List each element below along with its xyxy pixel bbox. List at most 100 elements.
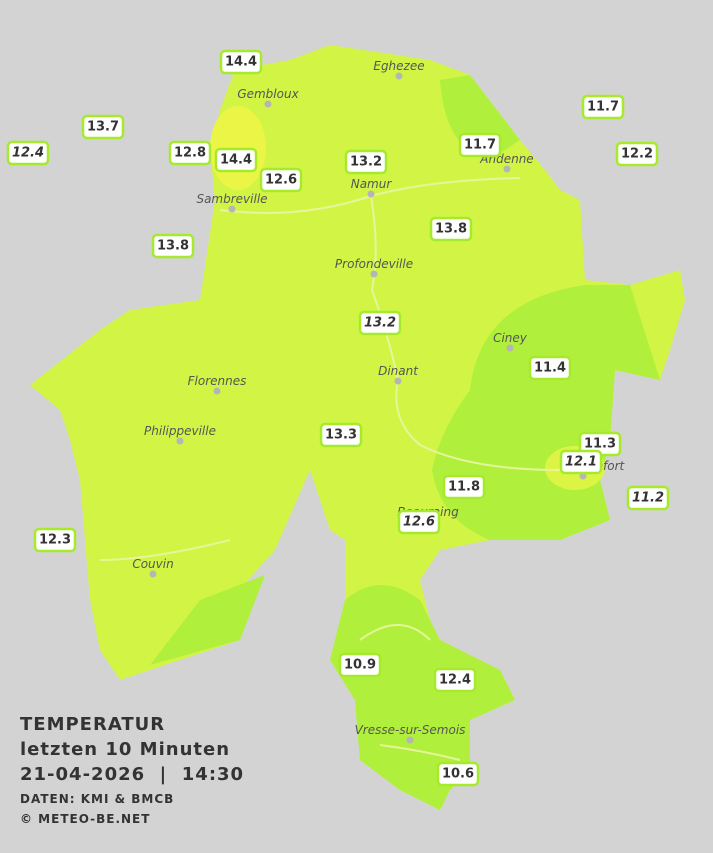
town-label: Couvin — [132, 557, 173, 571]
station-box — [168, 140, 212, 166]
station-value: 11.2 — [632, 491, 664, 506]
town-dot — [213, 387, 221, 395]
station-box — [214, 147, 258, 173]
station: 11.7 — [458, 132, 502, 158]
station-box — [6, 140, 50, 166]
station-box — [358, 310, 402, 336]
town-label: Florennes — [188, 374, 247, 388]
station-value: 10.9 — [344, 658, 376, 673]
station-box — [559, 449, 603, 475]
town-dot — [503, 165, 511, 173]
station-value: 14.4 — [225, 55, 257, 70]
station-value: 10.6 — [442, 767, 474, 782]
title: TEMPERATUR — [20, 714, 165, 735]
station-value: 11.4 — [534, 361, 566, 376]
station-box — [528, 355, 572, 381]
station: 13.2 — [358, 310, 402, 336]
station: 11.2 — [626, 485, 670, 511]
station-value: 11.8 — [448, 480, 480, 495]
station-value: 11.7 — [464, 138, 496, 153]
town-dot — [394, 377, 402, 385]
source: DATEN: KMI & BMCB — [20, 792, 174, 806]
station-value: 12.2 — [621, 147, 653, 162]
town-label: Dinant — [378, 364, 419, 378]
station-box — [151, 233, 195, 259]
station-value: 13.2 — [350, 155, 382, 170]
station-value: 13.2 — [364, 316, 396, 331]
station-value: 14.4 — [220, 153, 252, 168]
copyright: © METEO-BE.NET — [20, 812, 150, 826]
station: 12.2 — [615, 141, 659, 167]
town-dot — [264, 100, 272, 108]
town-label: Gembloux — [237, 87, 299, 101]
station-value: 12.3 — [39, 533, 71, 548]
station-box — [442, 474, 486, 500]
station-value: 11.3 — [584, 437, 616, 452]
cold-zone — [150, 575, 265, 665]
station: 13.8 — [151, 233, 195, 259]
station: 11.4 — [528, 355, 572, 381]
station-box — [397, 509, 441, 535]
town-dot — [367, 190, 375, 198]
station: 12.3 — [33, 527, 77, 553]
station-value: 13.3 — [325, 428, 357, 443]
station-value: 13.8 — [157, 239, 189, 254]
station: 14.4 — [214, 147, 258, 173]
station-value: 12.1 — [565, 455, 597, 470]
station-value: 13.7 — [87, 120, 119, 135]
cold-zone — [330, 585, 515, 810]
station-box — [33, 527, 77, 553]
subtitle: letzten 10 Minuten — [20, 739, 230, 760]
station-box — [219, 49, 263, 75]
cold-zone — [432, 285, 660, 540]
station-box — [581, 94, 625, 120]
town-dot — [176, 437, 184, 445]
town-label: Sambreville — [196, 192, 267, 206]
station: 12.1 — [559, 449, 603, 475]
station: 12.6 — [397, 509, 441, 535]
station-value: 12.8 — [174, 146, 206, 161]
town-label: Eghezee — [373, 59, 424, 73]
datetime: 21-04-2026 | 14:30 — [20, 764, 244, 785]
station-box — [319, 422, 363, 448]
town-label: Ciney — [493, 331, 528, 345]
station-box — [626, 485, 670, 511]
station-value: 12.6 — [265, 173, 297, 188]
station: 14.4 — [219, 49, 263, 75]
town-dot — [395, 72, 403, 80]
station-box — [338, 652, 382, 678]
station: 11.7 — [581, 94, 625, 120]
station: 13.2 — [344, 149, 388, 175]
station-value: 12.6 — [403, 515, 435, 530]
station-value: 13.8 — [435, 222, 467, 237]
station: 12.4 — [6, 140, 50, 166]
town-dot — [149, 570, 157, 578]
station-value: 12.4 — [439, 673, 471, 688]
town-label: Profondeville — [335, 257, 413, 271]
station: 12.8 — [168, 140, 212, 166]
station-box — [81, 114, 125, 140]
town-label: Vresse-sur-Semois — [355, 723, 466, 737]
station-value: 12.4 — [12, 146, 44, 161]
station-box — [259, 167, 303, 193]
station: 13.3 — [319, 422, 363, 448]
station: 10.6 — [436, 761, 480, 787]
station: 10.9 — [338, 652, 382, 678]
station: 13.8 — [429, 216, 473, 242]
station-box — [344, 149, 388, 175]
station: 11.8 — [442, 474, 486, 500]
station-box — [429, 216, 473, 242]
town-dot — [228, 205, 236, 213]
station-box — [436, 761, 480, 787]
station-box — [458, 132, 502, 158]
station: 12.6 — [259, 167, 303, 193]
town-dot — [370, 270, 378, 278]
station-value: 11.7 — [587, 100, 619, 115]
town-label: Namur — [351, 177, 393, 191]
station: 13.7 — [81, 114, 125, 140]
town-label: Philippeville — [144, 424, 216, 438]
station-box — [433, 667, 477, 693]
station-box — [615, 141, 659, 167]
station: 12.4 — [433, 667, 477, 693]
